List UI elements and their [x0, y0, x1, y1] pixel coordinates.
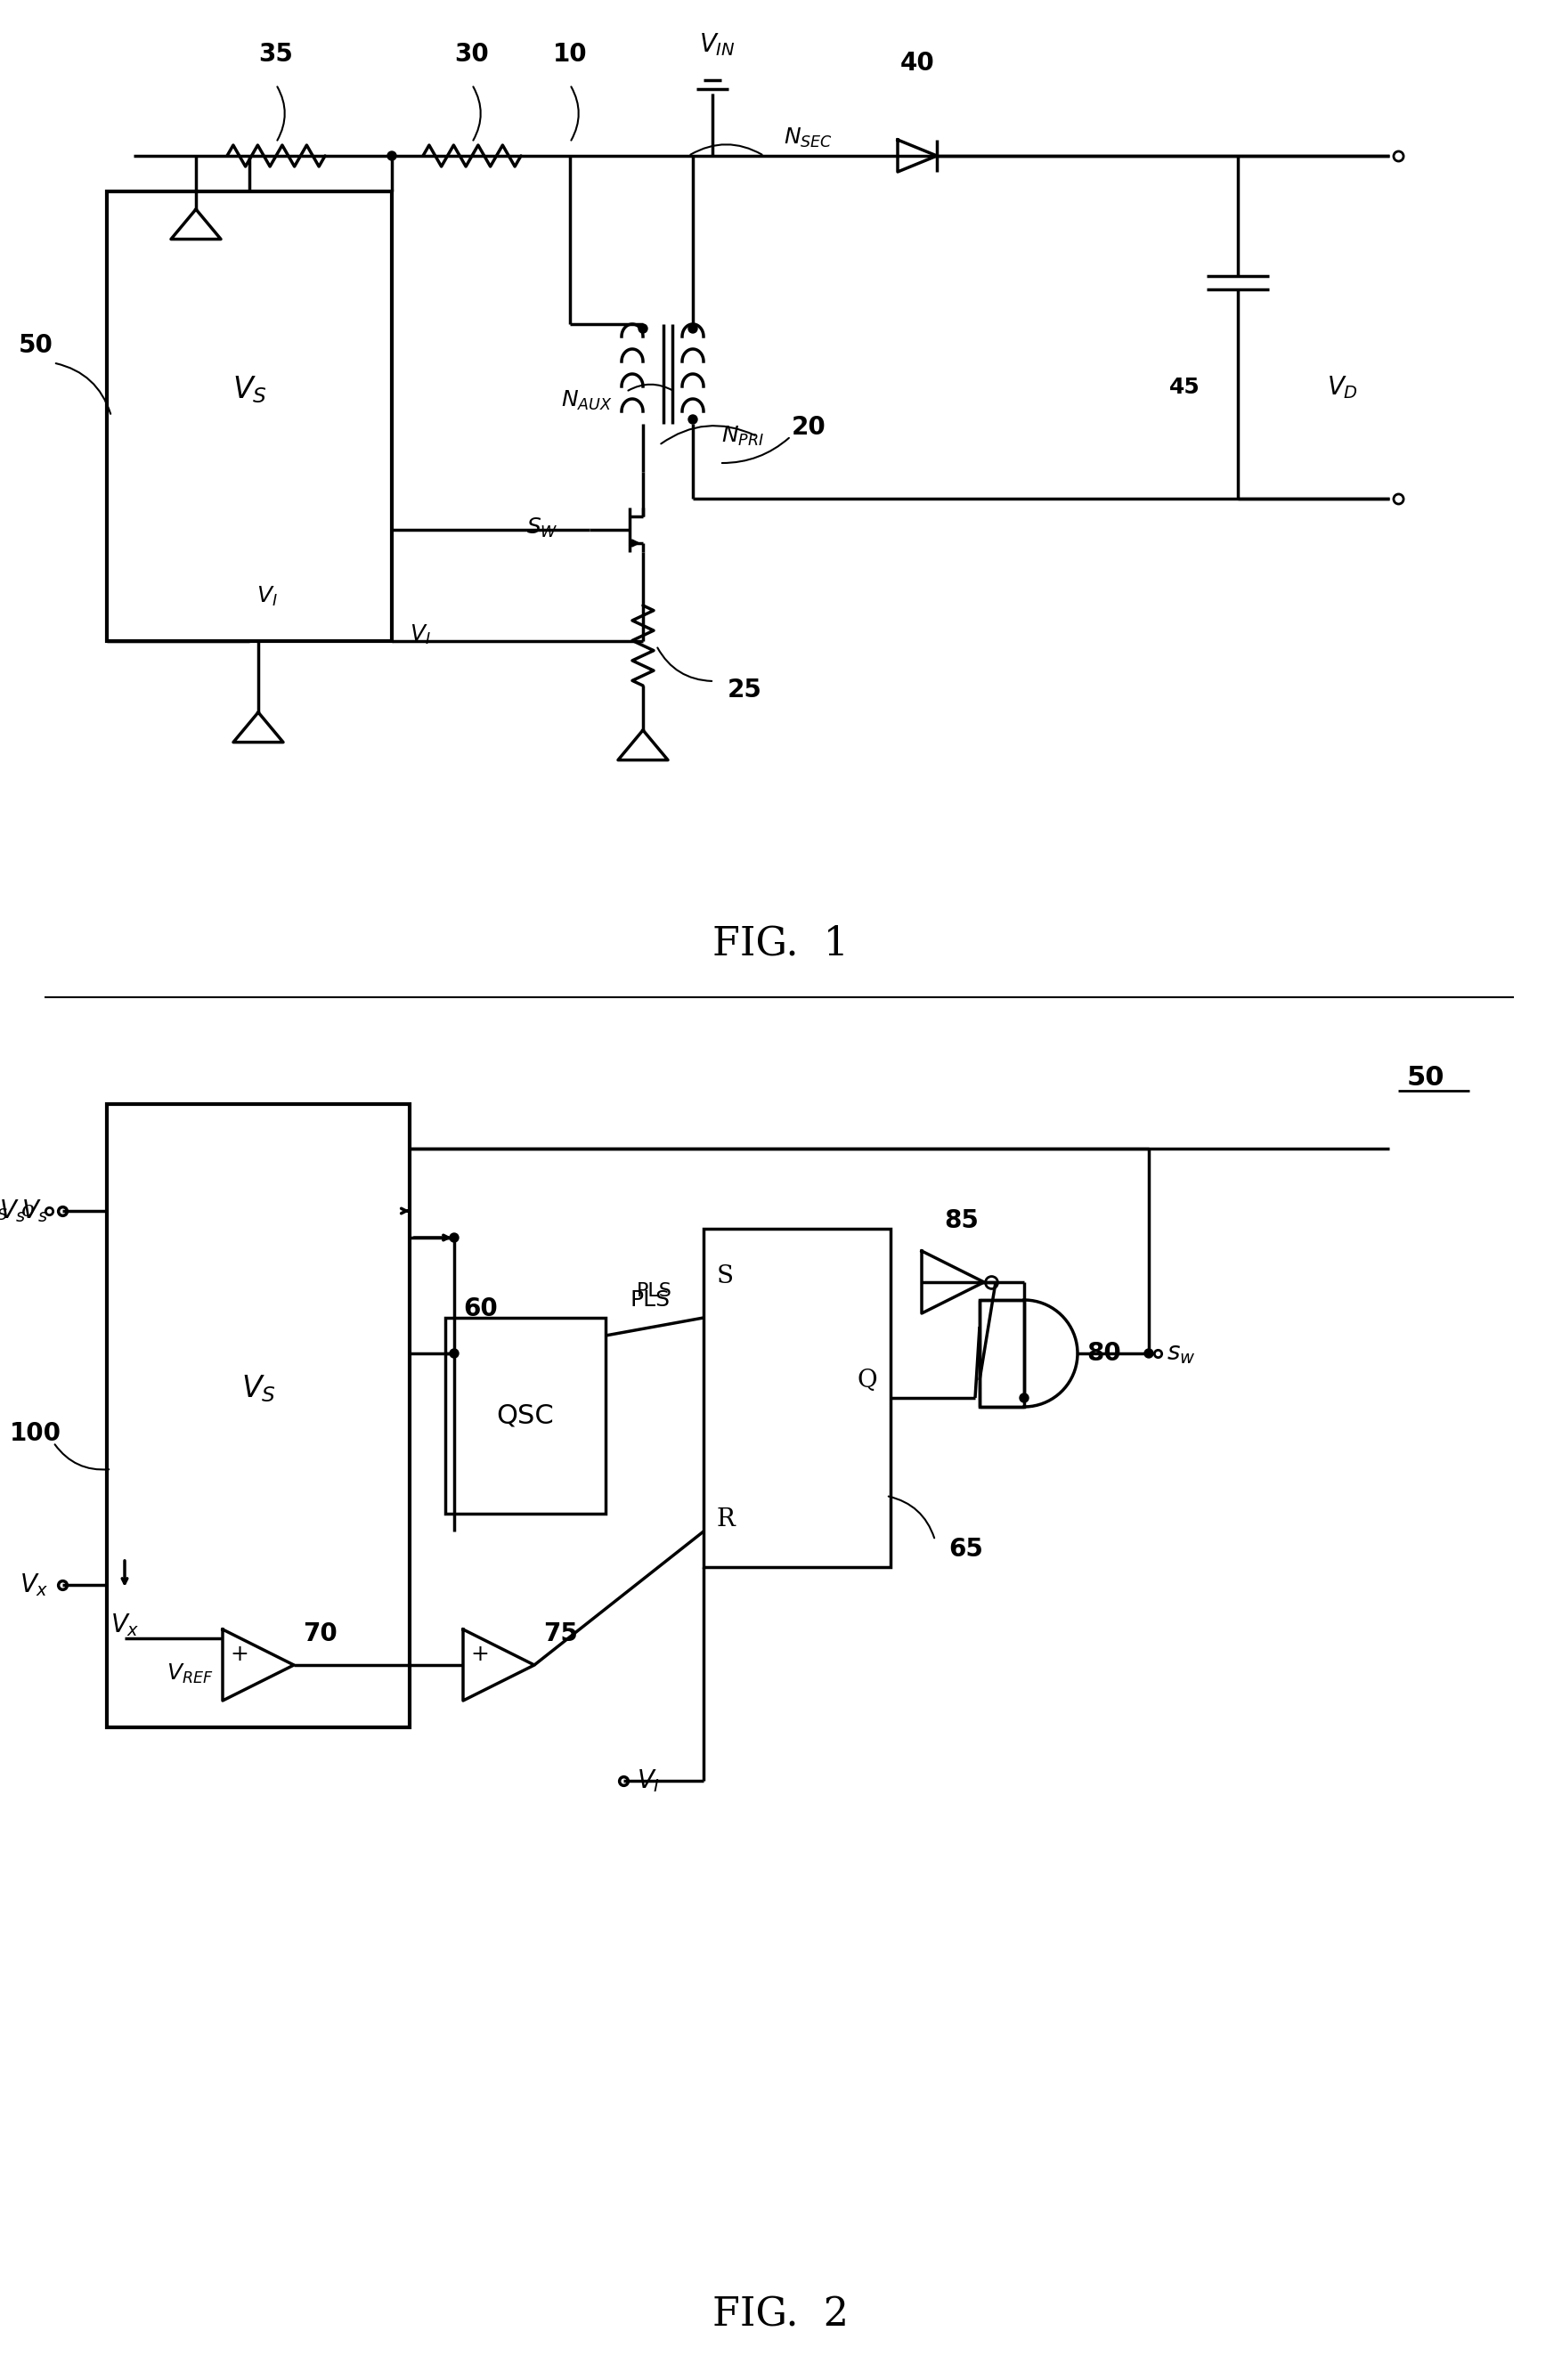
Text: 40: 40 — [900, 50, 934, 76]
Text: PLS: PLS — [637, 1283, 672, 1299]
Text: $V_x$: $V_x$ — [20, 1571, 48, 1597]
Text: $N_{SEC}$: $N_{SEC}$ — [784, 126, 833, 150]
Text: $V_{REF}$: $V_{REF}$ — [167, 1661, 214, 1685]
Text: 100: 100 — [9, 1421, 61, 1447]
Text: 75: 75 — [544, 1621, 578, 1647]
Text: +: + — [230, 1645, 248, 1666]
Bar — [979, 1299, 1025, 1407]
Text: FIG.  1: FIG. 1 — [712, 923, 850, 964]
Text: $V_I$: $V_I$ — [637, 1768, 661, 1795]
Text: $V_s$: $V_s$ — [22, 1197, 48, 1223]
Text: $V_S$: $V_S$ — [233, 374, 267, 405]
Text: 70: 70 — [303, 1621, 337, 1647]
Text: 45: 45 — [1168, 376, 1200, 397]
Text: 60: 60 — [462, 1297, 498, 1321]
Text: $V_S$: $V_S$ — [241, 1373, 275, 1404]
Text: 10: 10 — [553, 43, 587, 67]
Text: 50: 50 — [1407, 1064, 1445, 1090]
Text: $S_W$: $S_W$ — [526, 516, 558, 540]
Text: $V_s$: $V_s$ — [0, 1197, 27, 1223]
Circle shape — [639, 324, 647, 333]
Text: +: + — [470, 1645, 489, 1666]
Text: PLS: PLS — [629, 1290, 670, 1311]
Bar — [445, 1319, 606, 1514]
Circle shape — [689, 324, 697, 333]
Text: $V_D$: $V_D$ — [1326, 374, 1357, 400]
Text: 20: 20 — [792, 414, 826, 440]
Text: $V_S$  o: $V_S$ o — [0, 1200, 36, 1223]
Text: $V_x$: $V_x$ — [109, 1611, 139, 1637]
Text: 50: 50 — [19, 333, 53, 357]
Text: $V_I$: $V_I$ — [409, 624, 431, 647]
Text: 85: 85 — [945, 1209, 979, 1233]
Bar — [106, 190, 392, 640]
Circle shape — [450, 1233, 459, 1242]
Circle shape — [1020, 1392, 1028, 1402]
Text: $N_{PRI}$: $N_{PRI}$ — [722, 424, 764, 447]
Text: S: S — [717, 1264, 734, 1288]
Text: 65: 65 — [948, 1537, 982, 1561]
Circle shape — [387, 152, 397, 159]
Text: $V_I$: $V_I$ — [256, 585, 278, 609]
Text: R: R — [717, 1507, 736, 1530]
Text: $N_{AUX}$: $N_{AUX}$ — [561, 388, 612, 412]
Bar — [703, 1228, 890, 1566]
Text: $V_{IN}$: $V_{IN}$ — [698, 31, 736, 57]
Circle shape — [1145, 1349, 1153, 1359]
Circle shape — [450, 1349, 459, 1359]
Text: FIG.  2: FIG. 2 — [712, 2297, 850, 2335]
Text: QSC: QSC — [497, 1402, 555, 1428]
Text: 80: 80 — [1087, 1340, 1122, 1366]
Circle shape — [689, 414, 697, 424]
Text: $s_w$: $s_w$ — [1167, 1342, 1195, 1366]
Text: 25: 25 — [728, 678, 762, 702]
Bar — [106, 1104, 409, 1728]
Text: 30: 30 — [455, 43, 489, 67]
Text: Q: Q — [858, 1368, 878, 1392]
Text: 35: 35 — [259, 43, 294, 67]
